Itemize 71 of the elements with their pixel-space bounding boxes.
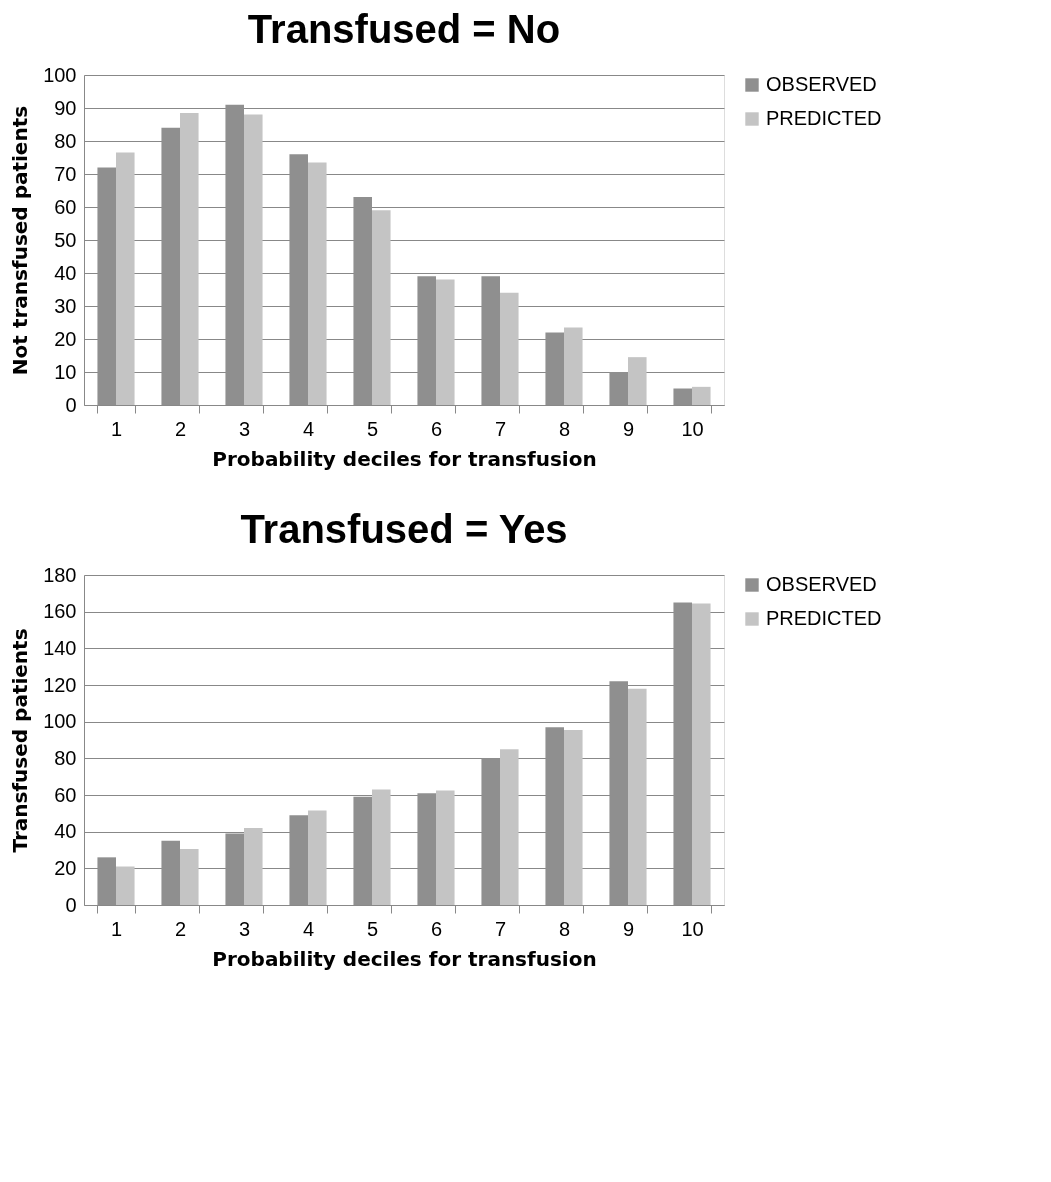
- y-tick-label: 140: [43, 636, 77, 659]
- y-tick-label: 120: [43, 673, 77, 696]
- y-tick-label: 60: [54, 783, 77, 806]
- x-tick-label: 9: [622, 917, 635, 940]
- x-tick-label: 10: [681, 417, 704, 440]
- y-tick-label: 160: [43, 600, 77, 623]
- x-tick-label: 6: [430, 917, 443, 940]
- y-tick-label: 80: [54, 129, 77, 152]
- x-tick-label: 8: [558, 917, 571, 940]
- bar: [500, 749, 519, 905]
- x-tick-label: 4: [302, 417, 315, 440]
- bar: [628, 357, 647, 405]
- y-tick-label: 0: [65, 393, 77, 416]
- x-tick-label: 9: [622, 417, 635, 440]
- x-tick-label: 3: [238, 417, 251, 440]
- y-tick-label: 70: [54, 162, 77, 185]
- bar: [116, 152, 135, 405]
- chart-title: Transfused = No: [247, 7, 561, 51]
- bar: [628, 688, 647, 905]
- y-tick-label: 40: [54, 261, 77, 284]
- x-tick-label: 1: [110, 917, 123, 940]
- bar: [564, 327, 583, 405]
- y-tick-label: 20: [54, 856, 77, 879]
- y-tick-label: 100: [43, 710, 77, 733]
- legend-label: OBSERVED: [766, 573, 877, 595]
- bar: [372, 210, 391, 405]
- x-tick-label: 7: [494, 417, 507, 440]
- bar: [180, 849, 199, 905]
- y-tick-label: 40: [54, 820, 77, 843]
- bar: [308, 810, 327, 905]
- x-tick-label: 3: [238, 917, 251, 940]
- y-tick-label: 10: [54, 360, 77, 383]
- x-tick-label: 6: [430, 417, 443, 440]
- x-axis-title: Probability deciles for transfusion: [212, 946, 597, 971]
- x-tick-label: 2: [174, 917, 187, 940]
- x-tick-label: 10: [681, 917, 704, 940]
- y-tick-label: 180: [43, 563, 77, 586]
- y-tick-label: 60: [54, 195, 77, 218]
- bar: [180, 112, 199, 405]
- y-axis-title: Not transfused patients: [8, 105, 33, 376]
- x-tick-label: 4: [302, 917, 315, 940]
- x-tick-label: 7: [494, 917, 507, 940]
- bar: [436, 790, 455, 905]
- bar: [500, 292, 519, 405]
- bar: [692, 386, 711, 405]
- legend-label: PREDICTED: [766, 107, 882, 129]
- x-tick-label: 5: [366, 917, 379, 940]
- y-tick-label: 50: [54, 228, 77, 251]
- bar: [692, 603, 711, 905]
- bar: [244, 114, 263, 405]
- bar: [244, 828, 263, 905]
- y-tick-label: 20: [54, 327, 77, 350]
- x-tick-label: 8: [558, 417, 571, 440]
- y-tick-label: 80: [54, 746, 77, 769]
- bar: [116, 866, 135, 905]
- x-tick-label: 5: [366, 417, 379, 440]
- x-tick-label: 1: [110, 417, 123, 440]
- chart-title: Transfused = Yes: [240, 507, 568, 551]
- legend-label: OBSERVED: [766, 73, 877, 95]
- y-tick-label: 0: [65, 893, 77, 916]
- y-tick-label: 30: [54, 294, 77, 317]
- x-tick-label: 2: [174, 417, 187, 440]
- bar: [436, 279, 455, 405]
- legend-label: PREDICTED: [766, 607, 882, 629]
- y-tick-label: 100: [43, 63, 77, 86]
- x-axis-title: Probability deciles for transfusion: [212, 446, 597, 471]
- bar: [308, 162, 327, 405]
- y-axis-title: Transfused patients: [8, 628, 33, 853]
- bar: [372, 789, 391, 905]
- y-tick-label: 90: [54, 96, 77, 119]
- bar: [564, 729, 583, 905]
